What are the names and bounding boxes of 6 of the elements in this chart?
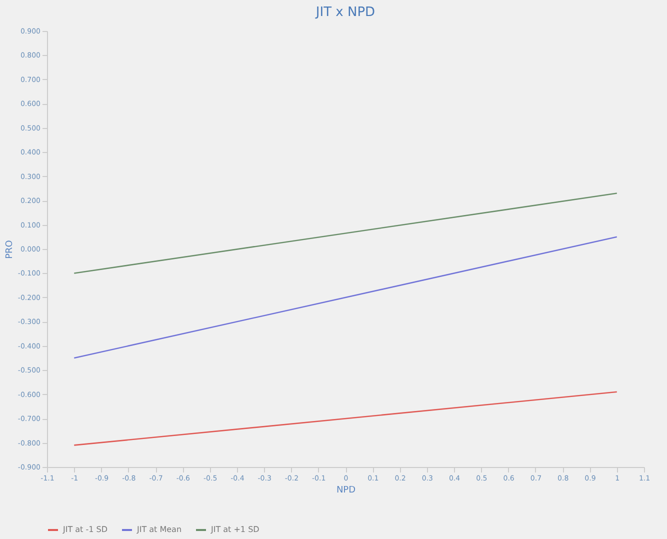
y-axis-title: PRO [4,240,15,259]
legend-label: JIT at -1 SD [62,525,108,534]
x-axis-title: NPD [336,486,356,496]
legend-label: JIT at Mean [136,525,182,534]
legend-label: JIT at +1 SD [210,525,260,534]
chart-title: JIT x NPD [314,5,376,20]
